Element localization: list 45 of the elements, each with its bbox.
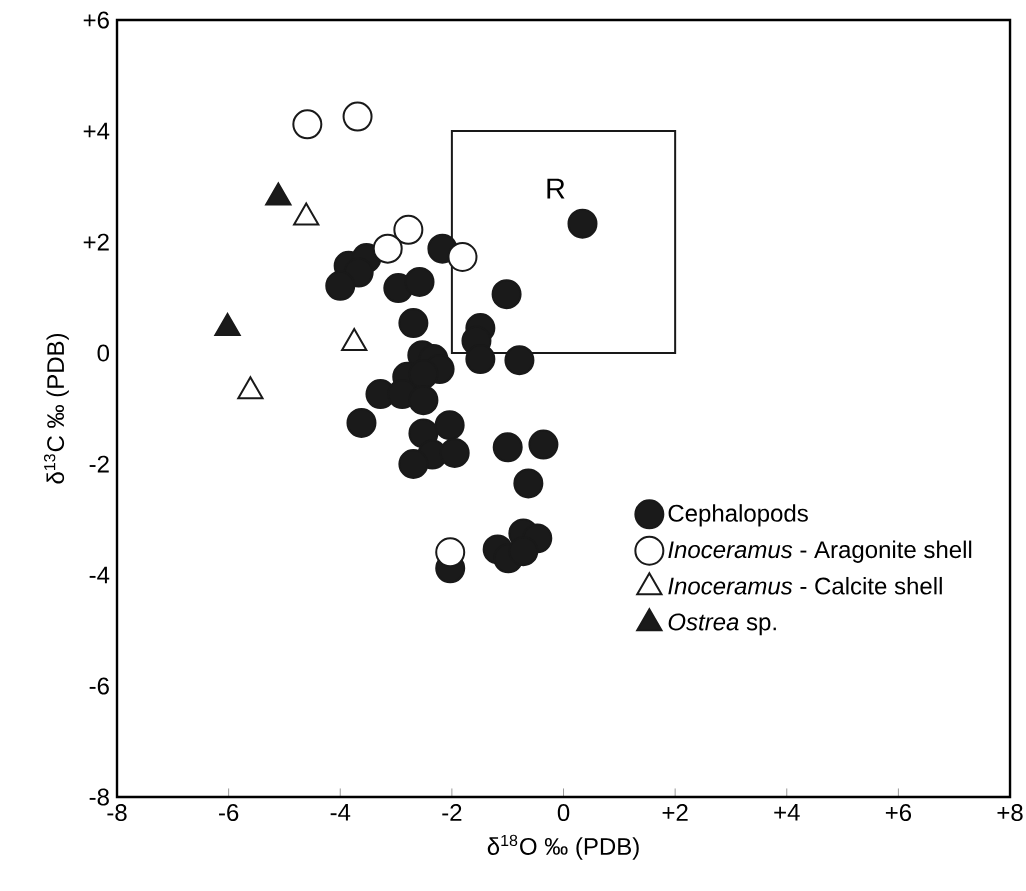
x-tick-label: +6 <box>885 804 912 822</box>
legend-label: Inoceramus - Calcite shell <box>668 576 942 595</box>
point <box>504 345 535 376</box>
x-tick-label: 0 <box>557 804 570 822</box>
x-tick-label: -4 <box>330 804 351 821</box>
point <box>398 308 429 339</box>
point <box>325 270 356 301</box>
y-tick-label: -8 <box>89 788 109 806</box>
point <box>408 385 439 416</box>
x-tick-label: +2 <box>662 804 688 821</box>
point <box>398 449 429 479</box>
legend-label: Ostrea sp. <box>668 613 776 636</box>
point <box>492 432 523 463</box>
point <box>393 214 424 245</box>
point <box>346 407 377 438</box>
point <box>372 233 403 264</box>
x-tick-label: +8 <box>997 804 1023 822</box>
x-tick-label: -2 <box>442 804 462 821</box>
y-tick-label: -6 <box>89 677 109 695</box>
point <box>439 437 470 468</box>
point <box>434 410 465 441</box>
y-tick-label: -4 <box>89 566 110 584</box>
point <box>292 109 323 140</box>
y-tick-label: +4 <box>83 122 110 140</box>
point <box>465 344 496 375</box>
point <box>528 429 559 460</box>
y-axis-title: δ$^{13}$C ‰ (PDB) <box>44 333 69 484</box>
y-tick-label: -2 <box>89 455 109 473</box>
point <box>491 279 522 310</box>
y-tick-label: 0 <box>97 344 110 362</box>
point <box>447 241 478 272</box>
point <box>342 101 373 132</box>
y-tick-label: +2 <box>83 233 109 251</box>
point <box>404 266 435 297</box>
point <box>513 468 544 499</box>
point <box>435 537 466 568</box>
x-axis-title: δ$^{18}$O ‰ (PDB) <box>487 834 639 860</box>
x-tick-label: -6 <box>219 804 239 822</box>
legend-label: Cephalopods <box>668 504 808 527</box>
y-tick-label: +6 <box>83 11 109 29</box>
legend-label: Inoceramus - Aragonite shell <box>668 540 972 563</box>
x-tick-label: +4 <box>774 804 800 821</box>
annotation: R <box>547 178 565 199</box>
x-tick-label: -8 <box>107 804 127 822</box>
point <box>567 208 598 239</box>
